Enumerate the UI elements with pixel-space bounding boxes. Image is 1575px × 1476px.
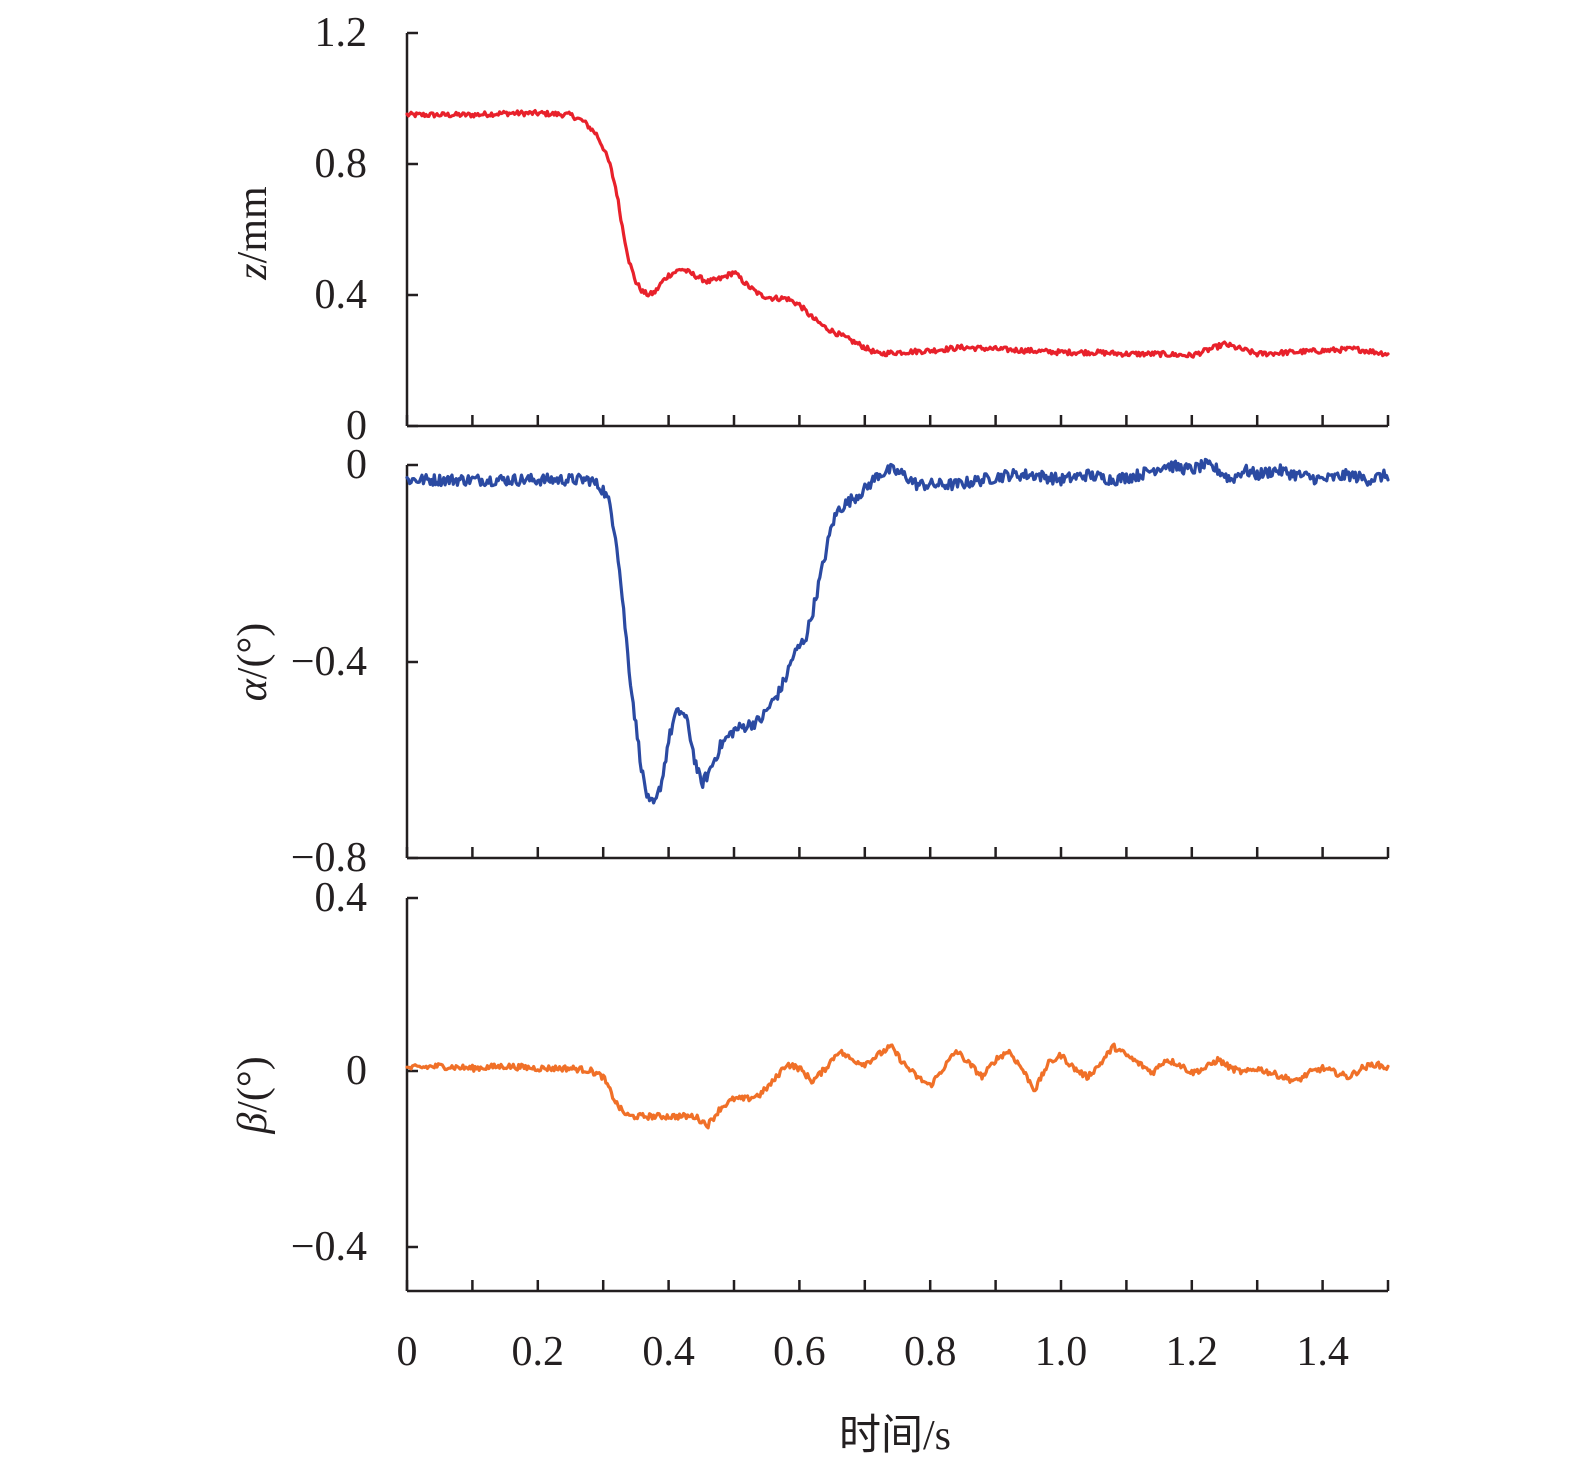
panel-2: −0.8 −0.4 0 α/(°) — [230, 442, 1390, 881]
x-tick-label: 1.0 — [1035, 1329, 1088, 1375]
x-tick-label: 1.2 — [1166, 1329, 1219, 1375]
y-tick-label: −0.4 — [291, 1224, 367, 1270]
y-axis-label: β/(°) — [230, 1056, 276, 1134]
x-tick-label: 0.2 — [512, 1329, 565, 1375]
x-axis: 0 0.2 0.4 0.6 0.8 1.0 1.2 1.4 时间/s — [397, 1329, 1349, 1459]
panel-1: 0 0.4 0.8 1.2 z/mm — [230, 10, 1390, 449]
series-line-2-1 — [405, 457, 1390, 805]
y-tick-label: 0 — [346, 403, 367, 449]
x-tick-label: 0.8 — [904, 1329, 957, 1375]
x-tick-label: 0 — [397, 1329, 418, 1375]
y-tick-label: −0.4 — [291, 639, 367, 685]
y-tick-label: 0.4 — [315, 875, 368, 921]
y-tick-label: 0.4 — [315, 272, 368, 318]
series-line-3-1 — [405, 1042, 1390, 1130]
y-axis-label: α/(°) — [230, 623, 276, 701]
chart-panels: 0 0.4 0.8 1.2 z/mm −0.8 −0.4 0 α/(°) −0.4 0 0.4 β/(°… — [230, 10, 1390, 1293]
y-tick-label: 1.2 — [315, 10, 368, 56]
x-tick-label: 1.4 — [1296, 1329, 1349, 1375]
panel-3: −0.4 0 0.4 β/(°) — [230, 875, 1390, 1293]
y-tick-label: 0.8 — [315, 141, 368, 187]
y-tick-label: 0 — [346, 1048, 367, 1094]
y-axis-label: z/mm — [230, 186, 276, 281]
x-tick-label: 0.6 — [773, 1329, 826, 1375]
y-tick-label: 0 — [346, 442, 367, 488]
x-axis-label: 时间/s — [839, 1413, 951, 1459]
x-tick-label: 0.4 — [642, 1329, 695, 1375]
series-line-1-1 — [405, 108, 1390, 359]
y-tick-label: −0.8 — [291, 835, 367, 881]
